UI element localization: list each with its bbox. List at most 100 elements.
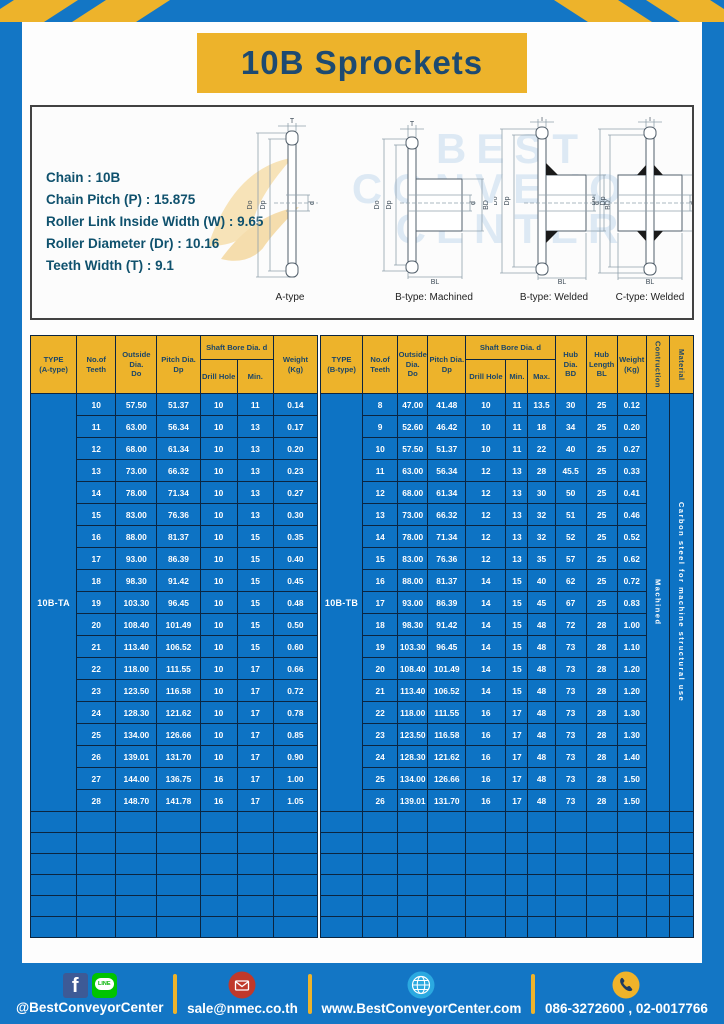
empty-cell <box>465 811 507 833</box>
data-cell: 17 <box>236 767 274 790</box>
data-cell: 0.27 <box>616 437 647 460</box>
table-row: 13 73.00 66.32 12 13 32 51 25 0.46 <box>321 503 694 526</box>
data-cell: 30 <box>554 393 587 416</box>
line-app-icon[interactable]: LINE <box>91 972 117 998</box>
data-cell: 1.00 <box>272 767 319 790</box>
data-cell: 73.00 <box>397 503 429 526</box>
data-cell: 116.58 <box>156 679 201 702</box>
data-cell: 16 <box>465 701 507 724</box>
dim-label-bl: BL <box>646 279 655 285</box>
data-cell: 0.27 <box>272 481 319 504</box>
data-cell: 0.90 <box>272 745 319 768</box>
empty-cell <box>668 874 695 896</box>
empty-cell <box>272 832 319 854</box>
empty-cell <box>115 895 158 917</box>
empty-cell <box>29 874 78 896</box>
dim-label-t: T <box>290 118 295 125</box>
empty-cell <box>505 895 529 917</box>
data-cell: 10 <box>199 745 238 768</box>
data-cell: 28 <box>585 657 618 680</box>
data-cell: 13 <box>236 481 274 504</box>
vert-cell: Machined <box>645 393 670 812</box>
data-cell: 83.00 <box>115 503 158 526</box>
empty-cell <box>427 853 467 875</box>
phone-section[interactable]: 086-3272600 , 02-0017766 <box>545 971 708 1016</box>
data-cell: 28 <box>585 701 618 724</box>
table-row: 21 113.40 106.52 10 15 0.60 <box>31 635 319 658</box>
data-cell: 88.00 <box>115 525 158 548</box>
data-cell: 10 <box>199 481 238 504</box>
data-cell: 28 <box>527 459 556 482</box>
data-cell: 46.42 <box>427 415 467 438</box>
corner-stripe <box>0 0 78 22</box>
phone-icon[interactable] <box>612 971 640 999</box>
email-address[interactable]: sale@nmec.co.th <box>187 1001 298 1016</box>
data-cell: 113.40 <box>115 635 158 658</box>
diagram-caption: B-type: Welded <box>519 292 589 303</box>
globe-icon[interactable] <box>407 971 435 999</box>
data-cell: 10 <box>199 591 238 614</box>
chain-specs: Chain : 10B Chain Pitch (P) : 15.875 Rol… <box>46 167 263 277</box>
empty-cell <box>668 916 695 938</box>
data-cell: 73 <box>554 767 587 790</box>
data-cell: 17 <box>236 701 274 724</box>
social-handle[interactable]: @BestConveyorCenter <box>16 999 164 1015</box>
empty-cell <box>554 853 587 875</box>
website-url[interactable]: www.BestConveyorCenter.com <box>321 1001 522 1016</box>
data-cell: 111.55 <box>156 657 201 680</box>
data-cell: 11 <box>236 393 274 416</box>
table-row: 16 88.00 81.37 14 15 40 62 25 0.72 <box>321 569 694 592</box>
spec-line: Chain : 10B <box>46 170 121 185</box>
data-cell: 96.45 <box>156 591 201 614</box>
empty-cell <box>585 832 618 854</box>
dim-label-bl: BL <box>431 279 440 285</box>
data-cell: 32 <box>527 503 556 526</box>
social-section[interactable]: f LINE @BestConveyorCenter <box>16 972 164 1015</box>
data-cell: 25 <box>585 393 618 416</box>
data-cell: 88.00 <box>397 569 429 592</box>
website-section[interactable]: www.BestConveyorCenter.com <box>321 971 522 1016</box>
table-row: 12 68.00 61.34 10 13 0.20 <box>31 437 319 460</box>
facebook-icon[interactable]: f <box>62 972 88 998</box>
empty-table-row <box>319 916 695 938</box>
empty-cell <box>505 811 529 833</box>
col-outside-dia: Outside Dia. Do <box>115 335 158 394</box>
data-cell: 48 <box>527 701 556 724</box>
data-cell: 13 <box>236 437 274 460</box>
email-section[interactable]: sale@nmec.co.th <box>187 971 298 1016</box>
data-cell: 20 <box>76 613 117 636</box>
data-cell: 71.34 <box>427 525 467 548</box>
data-cell: 0.35 <box>272 525 319 548</box>
data-cell: 45.5 <box>554 459 587 482</box>
dim-label-dp: Dp <box>386 200 393 209</box>
col-hub-length: Hub Length BL <box>585 335 618 394</box>
data-cell: 14 <box>465 679 507 702</box>
data-cell: 15 <box>76 503 117 526</box>
data-cell: 17 <box>236 745 274 768</box>
spec-diagram-panel: BEST CONVEYOR CENTER Chain : 10B Chain P… <box>30 105 694 320</box>
diagram-caption: C-type: Welded <box>615 292 685 303</box>
spec-tables: TYPE (A-type) No.of Teeth Outside Dia. D… <box>29 335 695 938</box>
phone-numbers[interactable]: 086-3272600 , 02-0017766 <box>545 1001 708 1016</box>
empty-table-row <box>319 832 695 854</box>
empty-table-row <box>319 811 695 833</box>
data-cell: 10 <box>199 569 238 592</box>
empty-cell <box>616 916 647 938</box>
empty-cell <box>505 832 529 854</box>
empty-cell <box>29 832 78 854</box>
email-icon[interactable] <box>228 971 256 999</box>
data-cell: 18 <box>76 569 117 592</box>
data-cell: 16 <box>465 789 507 812</box>
empty-cell <box>115 832 158 854</box>
empty-table-row <box>319 895 695 917</box>
data-cell: 0.62 <box>616 547 647 570</box>
data-cell: 11 <box>505 437 529 460</box>
empty-cell <box>465 916 507 938</box>
data-cell: 16 <box>465 767 507 790</box>
data-cell: 16 <box>199 789 238 812</box>
data-cell: 98.30 <box>397 613 429 636</box>
data-cell: 1.10 <box>616 635 647 658</box>
dim-label-t: T <box>648 117 653 123</box>
data-cell: 0.78 <box>272 701 319 724</box>
data-cell: 66.32 <box>427 503 467 526</box>
